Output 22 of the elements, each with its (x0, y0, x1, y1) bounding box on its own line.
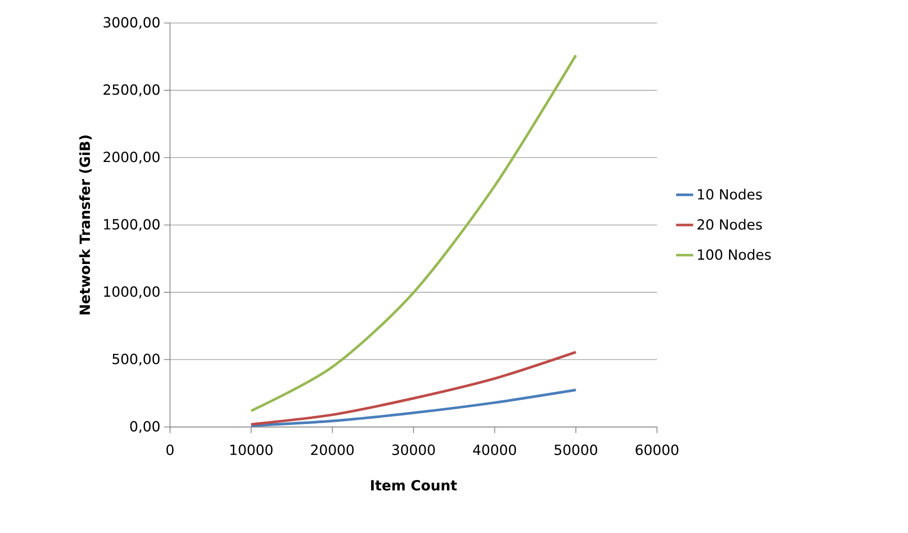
y-tick-label: 2500,00 (104, 84, 160, 96)
x-tick-label: 0 (166, 444, 174, 456)
y-tick-label: 0,00 (130, 420, 160, 433)
line-series (250, 350, 578, 426)
x-axis-title: Item Count (371, 480, 457, 491)
x-tick-label: 30000 (392, 444, 435, 456)
line-series (250, 54, 578, 412)
y-tick-label: 3000,00 (104, 16, 160, 30)
y-tick-label: 500,00 (112, 354, 160, 366)
legend-label: 100 Nodes (698, 249, 771, 260)
x-tick-label: 10000 (230, 444, 273, 456)
line-series (250, 388, 578, 427)
y-tick-label: 1000,00 (104, 286, 160, 298)
x-tick-label: 60000 (636, 444, 678, 456)
y-tick-label: 2000,00 (104, 152, 160, 164)
x-tick-label: 20000 (311, 444, 354, 456)
legend-label: 10 Nodes (698, 188, 762, 200)
y-axis-title: Network Transfer (GiB) (79, 136, 92, 314)
x-tick-label: 50000 (554, 444, 598, 456)
y-tick-label: 1500,00 (104, 218, 160, 232)
x-tick-label: 40000 (473, 444, 516, 456)
legend-label: 20 Nodes (697, 218, 762, 230)
